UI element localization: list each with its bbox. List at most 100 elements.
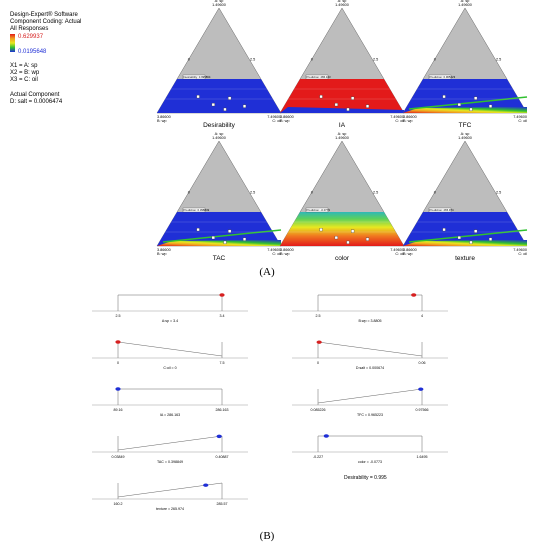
prediction-flag: Prediction: -0.0773 xyxy=(307,208,331,212)
ramp-8: 160.2 285.57 texture = 265.974 xyxy=(92,482,248,511)
vertex-b-value: 3.86600 xyxy=(157,115,171,119)
ramp-line xyxy=(317,388,423,404)
vertex-a-label: A: sp xyxy=(215,0,224,3)
ramp-high: 1.6495 xyxy=(417,455,428,459)
panel-title-color: color xyxy=(334,255,350,262)
ramp-line xyxy=(117,341,223,357)
left-side-tick: 0 xyxy=(434,58,436,62)
ramp-label: A:sp = 3.4 xyxy=(162,319,178,323)
x2-label: X2 = B: wp xyxy=(10,70,40,77)
ramp-marker xyxy=(216,434,222,439)
design-point xyxy=(196,228,200,232)
prediction-flag: Prediction: 286.163 xyxy=(307,75,332,79)
ramp-marker xyxy=(115,340,121,344)
ramp-label: TAC = 0.398849 xyxy=(157,460,183,464)
vertex-c-label: C: oil xyxy=(518,252,527,256)
response-region xyxy=(157,212,281,246)
ramp-0: 2.5 3.4 A:sp = 3.4 xyxy=(92,293,248,323)
panel-title-desirability: Desirability xyxy=(203,122,235,129)
gradient-region xyxy=(403,240,527,246)
vertex-c-value: 7.49600 xyxy=(513,248,527,252)
legend-min: 0.0195648 xyxy=(18,48,47,55)
prediction-flag-box xyxy=(428,207,452,213)
vertex-a-label: A: sp xyxy=(461,132,470,136)
ramp-label: D:salt = 0.000674 xyxy=(356,366,384,370)
prediction-flag-box xyxy=(182,207,206,213)
vertex-a-value: 1.49600 xyxy=(458,136,472,140)
vertex-b-value: 3.86600 xyxy=(280,248,294,252)
design-point xyxy=(211,236,215,240)
vertex-c-value: 7.49600 xyxy=(267,115,281,119)
ramp-low: 0.085226 xyxy=(311,408,326,412)
ramp-low: 0.03849 xyxy=(112,455,125,459)
ramp-marker xyxy=(411,293,417,297)
design-point xyxy=(351,96,355,100)
vertex-b-label: B: wp xyxy=(403,252,413,256)
design-point xyxy=(223,107,227,111)
ramp-low: 0 xyxy=(117,361,119,365)
contour-line xyxy=(408,229,528,243)
response-region xyxy=(403,212,527,246)
vertex-c-value: 7.49600 xyxy=(513,115,527,119)
right-side-tick: 2.5 xyxy=(496,58,501,62)
vertex-b-value: 3.86600 xyxy=(157,248,171,252)
design-point xyxy=(196,95,200,99)
design-point xyxy=(365,237,370,241)
figure-label-a: (A) xyxy=(259,266,275,278)
right-side-tick: 2.5 xyxy=(373,191,378,195)
ramp-7: -0.227 1.6495 color = -0.0773 xyxy=(292,434,448,464)
x3-label: X3 = C: oil xyxy=(10,77,38,84)
vertex-a-label: A: sp xyxy=(338,0,347,3)
vertex-a-value: 1.49600 xyxy=(212,3,226,7)
ramp-label: texture = 265.974 xyxy=(156,507,184,511)
ramp-4: 89.16 286.163 IA = 286.163 xyxy=(92,387,248,417)
design-point xyxy=(469,107,473,111)
panel-title-texture: texture xyxy=(455,255,475,262)
ramp-marker xyxy=(219,293,225,297)
ramp-label: C:oil = 0 xyxy=(163,366,176,370)
panel-title-tfc: TFC xyxy=(458,122,472,129)
ramp-panels: 2.5 3.4 A:sp = 3.4 2.5 4 B:wp = 3.8805 0 7.5 C:o… xyxy=(92,293,448,511)
right-side-tick: 2.5 xyxy=(250,191,255,195)
left-side-tick: 0 xyxy=(188,58,190,62)
prediction-flag-box xyxy=(305,74,329,80)
vertex-c-value: 7.49600 xyxy=(390,115,404,119)
ramp-line xyxy=(317,341,423,357)
left-side-tick: 0 xyxy=(311,191,313,195)
right-side-tick: 2.5 xyxy=(373,58,378,62)
design-point xyxy=(334,236,338,240)
response-region xyxy=(403,79,527,113)
vertex-b-label: B: wp xyxy=(157,252,167,256)
ramp-2: 0 7.5 C:oil = 0 xyxy=(92,340,248,370)
vertex-b-label: B: wp xyxy=(280,252,290,256)
figure-label-b: (B) xyxy=(259,530,275,542)
design-point xyxy=(346,107,350,111)
response-region xyxy=(280,79,404,113)
design-point xyxy=(334,103,338,107)
prediction-flag-box xyxy=(182,74,206,80)
ramp-marker xyxy=(418,387,424,391)
right-side-tick: 2.5 xyxy=(250,58,255,62)
ramp-label: TFC = 0.965223 xyxy=(357,413,383,417)
ramp-3: 0 0.06 D:salt = 0.000674 xyxy=(292,340,448,370)
left-side-tick: 0 xyxy=(188,191,190,195)
design-point xyxy=(474,96,478,100)
ramp-marker xyxy=(323,434,329,438)
response-region xyxy=(280,212,404,246)
prediction-flag: Prediction: 265.974 xyxy=(430,208,455,212)
design-point xyxy=(474,229,478,233)
contour-line xyxy=(162,229,282,243)
right-side-tick: 2.5 xyxy=(496,191,501,195)
prediction-flag: Prediction: 0.398849 xyxy=(184,208,210,212)
design-point xyxy=(242,237,247,241)
ternary-panel-ia: Prediction: 286.163 A: sp1.49600 3.86600B:… xyxy=(279,0,405,123)
gradient-region xyxy=(403,107,527,113)
ramp-high: 0.06 xyxy=(419,361,426,365)
ramp-high: 285.57 xyxy=(217,502,228,506)
vertex-c-label: C: oil xyxy=(518,119,527,123)
software-name: Design-Expert® Software xyxy=(10,12,78,18)
design-point xyxy=(442,95,446,99)
design-point xyxy=(351,229,355,233)
ramp-low: 2.5 xyxy=(116,314,121,318)
